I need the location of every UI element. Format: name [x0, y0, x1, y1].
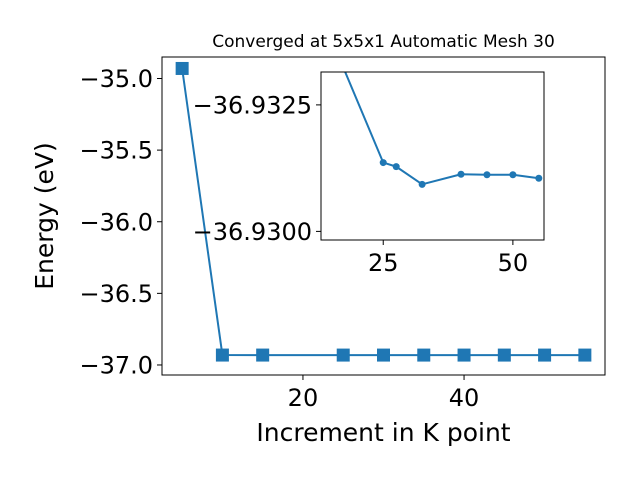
main-data-point [256, 348, 270, 362]
main-x-tick-label: 40 [449, 384, 480, 412]
main-data-point [215, 348, 229, 362]
main-data-point [175, 61, 189, 75]
inset-chart: 25 50 −36.9325 −36.9300 [193, 71, 545, 277]
main-series-line [181, 68, 585, 357]
main-x-axis: 20 40 [288, 375, 480, 412]
inset-data-point [483, 171, 491, 179]
inset-y-tick-label: −36.9300 [193, 218, 312, 246]
inset-data-point [457, 170, 465, 178]
inset-data-point [535, 174, 543, 182]
inset-plot-area [321, 72, 544, 240]
main-data-point [457, 348, 471, 362]
main-x-axis-label: Increment in K point [256, 418, 510, 447]
inset-data-point [379, 159, 387, 167]
inset-x-axis: 25 50 [368, 240, 528, 277]
main-data-point [377, 348, 390, 362]
inset-y-axis: −36.9325 −36.9300 [193, 92, 321, 246]
main-data-point [417, 348, 431, 362]
inset-x-tick-label: 25 [368, 249, 399, 277]
main-y-tick-label: −36.5 [79, 280, 153, 308]
main-x-tick-label: 20 [288, 384, 319, 412]
main-series [175, 61, 592, 362]
inset-data-point [509, 171, 517, 179]
inset-data-point [418, 180, 426, 188]
inset-y-tick-label: −36.9325 [193, 92, 312, 120]
main-y-axis-label: Energy (eV) [30, 142, 59, 289]
main-y-tick-label: −37.0 [79, 352, 153, 380]
main-y-axis: −35.0 −35.5 −36.0 −36.5 −37.0 [79, 65, 162, 380]
main-data-point [336, 348, 350, 362]
inset-plot-frame [320, 71, 545, 241]
main-y-tick-label: −35.5 [79, 137, 153, 165]
main-y-tick-label: −36.0 [79, 208, 153, 236]
main-data-point [497, 348, 511, 362]
main-data-point [538, 348, 552, 362]
main-y-tick-label: −35.0 [79, 65, 153, 93]
inset-data-point [392, 163, 400, 171]
main-data-point [578, 348, 592, 362]
inset-series [344, 72, 543, 188]
inset-x-tick-label: 50 [498, 249, 529, 277]
main-plot-frame [161, 56, 606, 376]
main-chart-title: Converged at 5x5x1 Automatic Mesh 30 [212, 32, 555, 52]
